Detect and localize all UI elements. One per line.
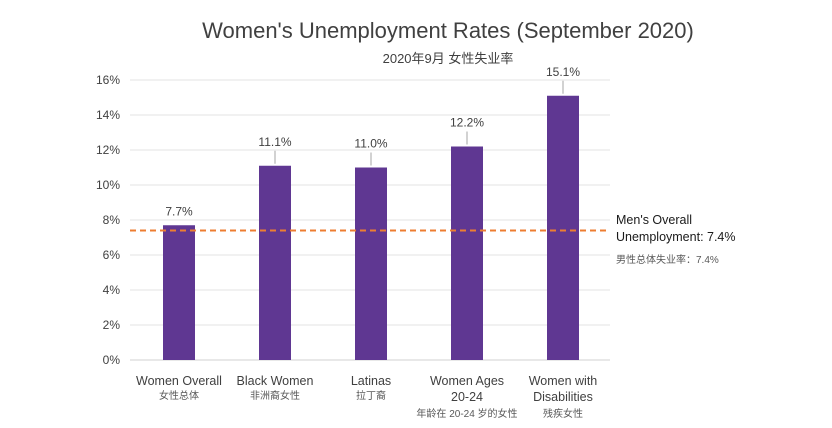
x-tick-label: Latinas [351,374,391,388]
x-tick-label: Disabilities [533,390,593,404]
reference-label: Men's Overall [616,213,692,227]
data-label: 15.1% [546,65,580,79]
x-tick-sublabel: 女性总体 [159,389,199,402]
chart-title: Women's Unemployment Rates (September 20… [202,18,694,43]
data-label: 12.2% [450,116,484,130]
y-tick-label: 14% [96,108,120,122]
bar [163,225,195,360]
y-tick-label: 12% [96,143,120,157]
bar [355,167,387,360]
y-tick-label: 16% [96,73,120,87]
bar [451,146,483,360]
data-label: 11.1% [258,135,291,149]
chart-subtitle: 2020年9月 女性失业率 [383,51,514,66]
x-tick-label: 20-24 [451,390,483,404]
reference-label: Unemployment: 7.4% [616,230,736,244]
bar [547,95,579,360]
y-tick-label: 10% [96,178,120,192]
y-tick-label: 8% [103,213,121,227]
data-label: 11.0% [354,137,387,151]
x-tick-label: Women with [529,374,598,388]
x-tick-sublabel: 年龄在 20-24 岁的女性 [416,407,517,420]
x-tick-sublabel: 拉丁裔 [356,389,386,402]
x-tick-sublabel: 残疾女性 [543,407,583,420]
y-tick-label: 6% [103,248,121,262]
y-tick-label: 2% [103,318,121,332]
data-label: 7.7% [165,204,193,218]
y-tick-label: 0% [103,353,121,367]
y-tick-label: 4% [103,283,121,297]
reference-sublabel: 男性总体失业率：7.4% [616,253,719,266]
x-tick-label: Black Women [237,374,314,388]
x-tick-label: Women Overall [136,374,222,388]
x-tick-sublabel: 非洲裔女性 [250,389,300,402]
bar [259,165,291,360]
x-tick-label: Women Ages [430,374,504,388]
